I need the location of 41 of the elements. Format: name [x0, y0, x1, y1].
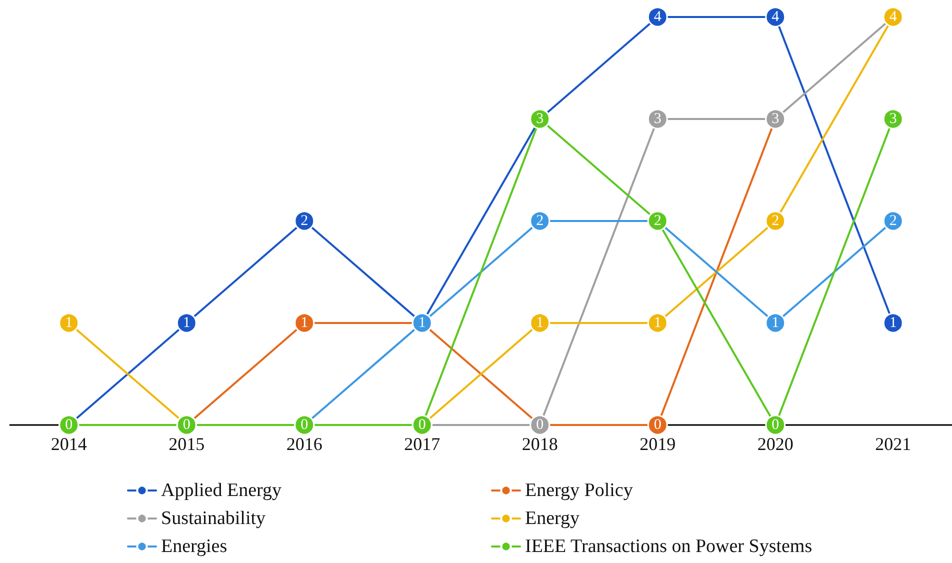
x-tick-label: 2017 — [404, 434, 440, 454]
data-label: 3 — [654, 111, 662, 127]
data-label: 2 — [654, 213, 662, 229]
legend-label: Energy Policy — [525, 480, 634, 501]
data-label: 0 — [182, 417, 190, 433]
data-label: 1 — [654, 315, 662, 331]
data-label: 0 — [536, 417, 544, 433]
data-label: 3 — [889, 111, 897, 127]
legend-label: IEEE Transactions on Power Systems — [525, 536, 812, 557]
data-label: 0 — [65, 417, 73, 433]
x-tick-label: 2016 — [286, 434, 322, 454]
data-label: 0 — [654, 417, 662, 433]
x-tick-label: 2019 — [640, 434, 676, 454]
x-tick-label: 2014 — [50, 434, 87, 454]
data-label: 0 — [300, 417, 308, 433]
data-label: 2 — [889, 213, 897, 229]
data-label: 1 — [889, 315, 897, 331]
data-label: 1 — [536, 315, 544, 331]
data-label: 4 — [772, 9, 780, 25]
data-label: 1 — [300, 315, 308, 331]
data-label: 1 — [418, 315, 426, 331]
data-label: 0 — [772, 417, 780, 433]
x-tick-label: 2021 — [875, 434, 912, 454]
data-label: 1 — [65, 315, 73, 331]
data-label: 4 — [654, 9, 662, 25]
data-label: 1 — [772, 315, 780, 331]
data-label: 2 — [536, 213, 544, 229]
legend-label: Sustainability — [161, 508, 266, 529]
data-label: 0 — [418, 417, 426, 433]
data-label: 4 — [889, 9, 898, 25]
legend-label: Energy — [525, 508, 580, 529]
data-label: 3 — [772, 111, 780, 127]
x-tick-label: 2018 — [522, 434, 558, 454]
legend-label: Energies — [161, 536, 228, 557]
x-tick-label: 2020 — [757, 434, 794, 454]
data-label: 3 — [536, 111, 544, 127]
data-label: 1 — [182, 315, 190, 331]
legend-label: Applied Energy — [161, 480, 282, 501]
data-label: 2 — [772, 213, 780, 229]
x-tick-label: 2015 — [168, 434, 205, 454]
data-label: 2 — [300, 213, 308, 229]
